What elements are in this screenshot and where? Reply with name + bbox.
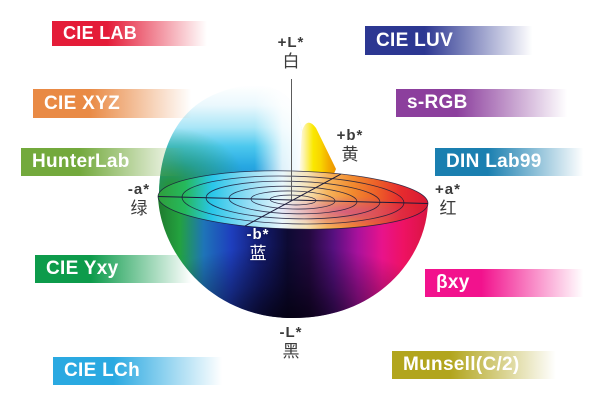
axis-label-l-positive: +L* 白	[278, 34, 305, 72]
axis-label-b-positive: +b* 黄	[337, 127, 364, 165]
banner-bxy-label: βxy	[436, 272, 470, 293]
banner-hunterlab-label: HunterLab	[32, 151, 130, 172]
banner-s-rgb: s-RGB	[396, 89, 586, 117]
banner-din-lab99: DIN Lab99	[435, 148, 600, 176]
axis-sign-a-negative: -a*	[127, 181, 151, 198]
axis-label-b-negative: -b* 蓝	[247, 226, 270, 264]
axis-label-l-negative: -L* 黑	[280, 324, 303, 362]
axis-sign-a-positive: +a*	[435, 181, 461, 198]
axis-name-yellow: 黄	[341, 145, 359, 164]
banner-bxy: βxy	[425, 269, 600, 297]
banner-cie-luv-label: CIE LUV	[376, 29, 454, 51]
banner-cie-yxy: CIE Yxy	[35, 255, 209, 283]
banner-cie-lab-label: CIE LAB	[63, 23, 138, 43]
axis-name-white: 白	[282, 52, 300, 71]
axis-label-a-positive: +a* 红	[435, 181, 461, 219]
banner-cie-luv: CIE LUV	[365, 26, 551, 55]
banner-din-lab99-label: DIN Lab99	[446, 151, 542, 172]
banner-munsell: Munsell(C/2)	[392, 351, 574, 379]
axis-sign-l-positive: +L*	[277, 34, 305, 51]
banner-cie-lab: CIE LAB	[52, 21, 224, 46]
banner-munsell-label: Munsell(C/2)	[403, 354, 520, 375]
axis-label-a-negative: -a* 绿	[128, 181, 150, 219]
axis-sign-b-positive: +b*	[336, 127, 364, 144]
axis-sign-l-negative: -L*	[279, 324, 303, 341]
banner-cie-xyz: CIE XYZ	[33, 89, 209, 118]
axis-name-blue: 蓝	[249, 244, 267, 263]
banner-cie-yxy-label: CIE Yxy	[46, 258, 119, 279]
banner-cie-lch-label: CIE LCh	[64, 360, 140, 381]
b-axis-line	[245, 173, 341, 227]
axis-name-red: 红	[439, 199, 457, 218]
banner-cie-lch: CIE LCh	[53, 357, 241, 385]
banner-s-rgb-label: s-RGB	[407, 92, 468, 113]
axis-sign-b-negative: -b*	[246, 226, 270, 243]
banner-cie-xyz-label: CIE XYZ	[44, 92, 121, 114]
banner-hunterlab: HunterLab	[21, 148, 203, 176]
axis-name-green: 绿	[130, 199, 148, 218]
axis-name-black: 黑	[282, 342, 300, 361]
